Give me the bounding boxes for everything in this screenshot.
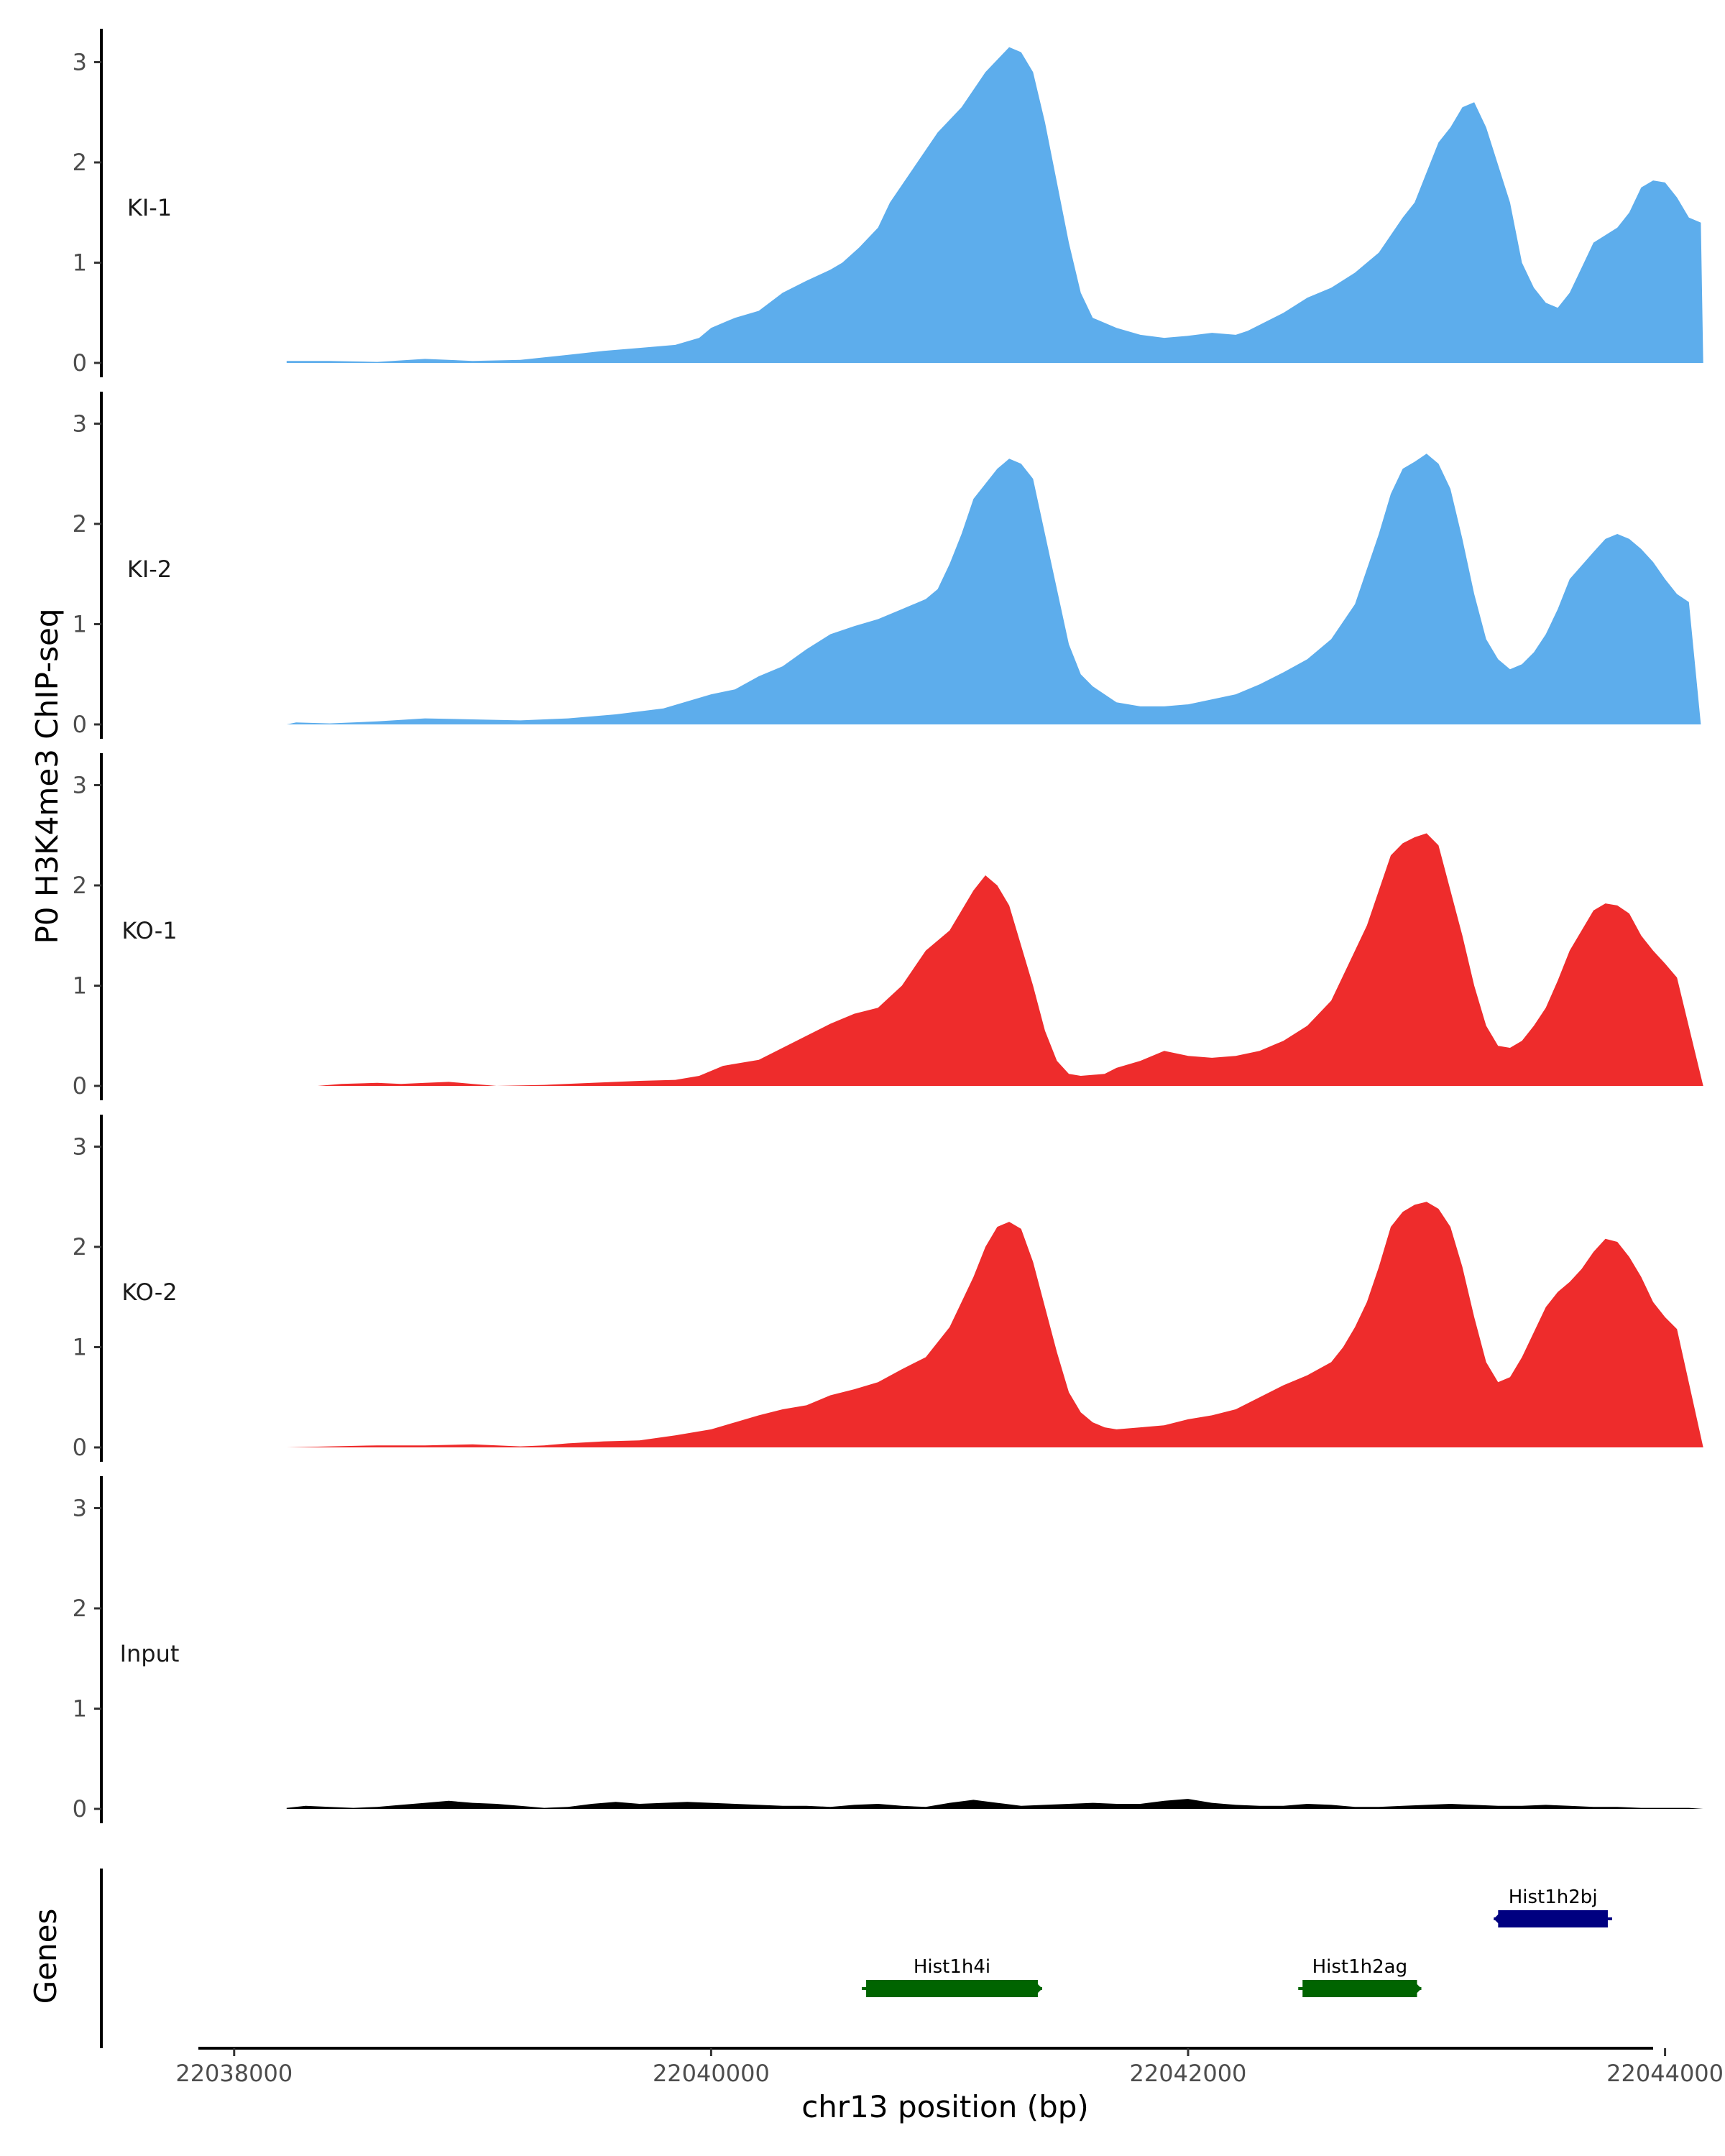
y-tick-label: 0 <box>73 1072 87 1100</box>
gene-label: Hist1h4i <box>914 1956 990 1978</box>
track-panel-4: Input 0 1 2 3 <box>73 1476 1703 1823</box>
track-label-ki-2: KI-2 <box>127 556 172 583</box>
track-label-input: Input <box>120 1640 180 1667</box>
y-tick-label: 0 <box>73 711 87 738</box>
genes-axis-title: Genes <box>28 1909 63 2004</box>
y-tick-label: 1 <box>73 1695 87 1723</box>
y-tick-label: 2 <box>73 149 87 176</box>
track-area-ki-2 <box>286 453 1701 724</box>
strand-arrow-icon <box>1494 1910 1504 1927</box>
strand-arrow-icon <box>1412 1980 1422 1997</box>
y-axis-title: P0 H3K4me3 ChIP-seq <box>29 608 65 944</box>
track-area-ko-2 <box>286 1202 1703 1447</box>
x-tick-label: 22042000 <box>1130 2060 1247 2087</box>
track-label-ko-2: KO-2 <box>121 1279 177 1306</box>
track-panel-2: KO-1 0 1 2 3 <box>73 753 1703 1100</box>
track-panel-1: KI-2 0 1 2 3 <box>73 392 1701 739</box>
x-ticks: 22038000 22040000 22042000 22044000 <box>175 2048 1724 2087</box>
track-area-input <box>286 1799 1703 1809</box>
gene-hist1h2bj: Hist1h2bj <box>1494 1886 1612 1927</box>
y-tick-label: 1 <box>73 611 87 638</box>
y-tick-label: 3 <box>73 1495 87 1522</box>
track-panel-0: KI-1 0 1 2 3 <box>73 29 1703 377</box>
gene-hist1h4i: Hist1h4i <box>862 1956 1043 1997</box>
gene-label: Hist1h2ag <box>1312 1956 1408 1978</box>
track-area-ko-1 <box>317 833 1703 1086</box>
y-tick-label: 0 <box>73 1795 87 1823</box>
strand-arrow-icon <box>1032 1980 1043 1997</box>
y-tick-label: 2 <box>73 872 87 899</box>
y-tick-label: 1 <box>73 1334 87 1361</box>
y-tick-label: 2 <box>73 1595 87 1622</box>
y-tick-label: 2 <box>73 510 87 538</box>
gene-hist1h2ag: Hist1h2ag <box>1298 1956 1422 1997</box>
y-tick-label: 0 <box>73 1434 87 1461</box>
x-tick-label: 22038000 <box>175 2060 293 2087</box>
track-area-ki-1 <box>286 47 1703 363</box>
track-label-ki-1: KI-1 <box>127 194 172 221</box>
y-tick-label: 3 <box>73 772 87 799</box>
gene-label: Hist1h2bj <box>1509 1886 1598 1908</box>
x-tick-label: 22044000 <box>1606 2060 1724 2087</box>
y-tick-label: 2 <box>73 1233 87 1261</box>
y-tick-label: 3 <box>73 1133 87 1161</box>
x-axis: 22038000 22040000 22042000 22044000 chr13 p… <box>175 2047 1724 2124</box>
y-tick-label: 1 <box>73 972 87 1000</box>
y-tick-label: 3 <box>73 49 87 76</box>
y-tick-label: 1 <box>73 249 87 277</box>
x-axis-title: chr13 position (bp) <box>801 2089 1089 2124</box>
y-tick-label: 3 <box>73 410 87 438</box>
gene-marks: Hist1h4i Hist1h2ag Hist1h2bj <box>862 1886 1612 1997</box>
x-tick-label: 22040000 <box>653 2060 770 2087</box>
track-panel-3: KO-2 0 1 2 3 <box>73 1115 1703 1462</box>
y-tick-label: 0 <box>73 349 87 377</box>
gene-panel: Genes Hist1h4i Hist1h2ag Hist1h2bj <box>28 1869 1612 2048</box>
track-label-ko-1: KO-1 <box>121 917 177 944</box>
